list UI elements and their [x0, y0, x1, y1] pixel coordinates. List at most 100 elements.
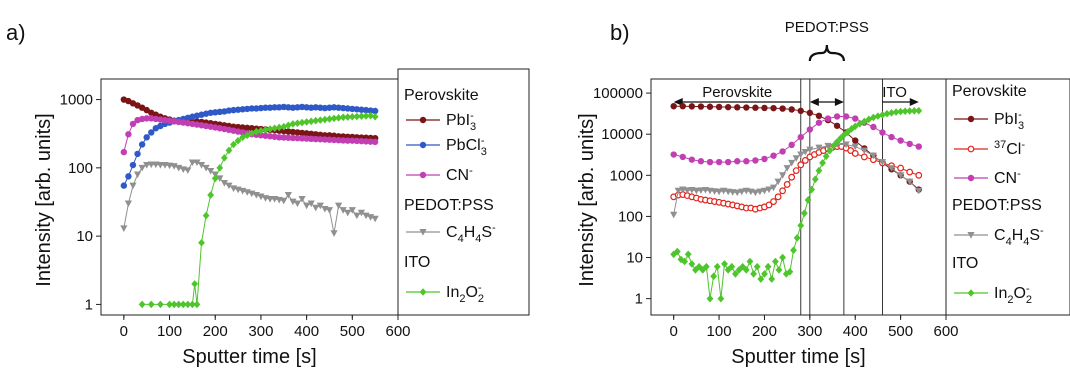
series-In2O2 [670, 106, 923, 303]
data-point [770, 198, 777, 205]
series-CN [670, 113, 922, 166]
data-point [715, 103, 723, 111]
data-point [339, 207, 347, 214]
y-tick-label: 100 [68, 160, 93, 177]
data-point [670, 102, 677, 110]
data-point [724, 103, 732, 111]
legend-marker [419, 141, 427, 149]
data-point [768, 275, 776, 283]
data-point [353, 112, 361, 121]
data-point [840, 130, 848, 139]
legend-group-title: Perovskite [404, 87, 479, 104]
panel-label: a) [6, 20, 26, 45]
data-point [822, 152, 830, 161]
data-point [688, 260, 696, 268]
data-point [371, 107, 379, 115]
data-point [788, 159, 796, 167]
data-point [353, 212, 361, 220]
data-point [833, 138, 841, 146]
data-point [897, 137, 904, 144]
data-point [721, 260, 728, 268]
x-axis-title: Sputter time [s] [731, 346, 866, 368]
data-point [285, 134, 292, 141]
data-point [316, 202, 324, 210]
data-point [371, 215, 379, 223]
data-point [901, 107, 909, 116]
data-point [280, 134, 287, 141]
data-point [764, 262, 772, 271]
data-point [289, 120, 297, 128]
legend-marker [967, 115, 975, 123]
legend-marker [419, 116, 427, 124]
data-point [335, 136, 342, 144]
data-point [344, 113, 352, 121]
y-tick-label: 10000 [601, 126, 643, 143]
data-point [303, 135, 310, 142]
data-point [129, 120, 137, 128]
data-point [321, 115, 329, 124]
data-point [915, 171, 923, 179]
annotation-ito: ITO [882, 84, 907, 101]
data-point [702, 262, 710, 271]
data-point [774, 178, 782, 186]
data-point [728, 262, 736, 271]
data-point [271, 124, 279, 133]
data-point [339, 104, 347, 112]
data-point [276, 134, 283, 141]
legend-marker [967, 174, 975, 182]
arrowhead [809, 98, 819, 106]
data-point [771, 257, 779, 266]
series-PbCl3 [120, 103, 379, 189]
data-point [197, 162, 206, 169]
annotation-brace [808, 44, 845, 62]
data-point [826, 146, 834, 155]
data-point [815, 112, 823, 120]
legend-label: In2O2- [994, 283, 1032, 306]
data-point [234, 123, 242, 131]
legend-label: PbCl3- [446, 135, 487, 158]
y-tick-label: 1000 [60, 92, 93, 109]
data-point [852, 115, 859, 122]
data-point [134, 150, 141, 158]
data-point [339, 113, 347, 122]
data-point [879, 129, 886, 136]
data-point [317, 136, 324, 143]
data-point [312, 204, 320, 212]
data-point [220, 179, 228, 187]
x-tick-label: 500 [888, 323, 913, 340]
data-point [125, 173, 132, 180]
data-point [125, 131, 132, 138]
data-point [833, 113, 841, 120]
legend-group-title: PEDOT:PSS [404, 197, 494, 214]
data-point [679, 102, 686, 110]
data-point [761, 104, 768, 112]
data-point [307, 104, 315, 111]
data-point [851, 150, 859, 157]
x-tick-label: 200 [752, 323, 777, 340]
data-point [801, 157, 809, 164]
data-point [298, 195, 306, 203]
data-point [166, 300, 173, 309]
data-point [788, 106, 795, 113]
x-tick-label: 500 [340, 323, 365, 340]
data-point [792, 155, 800, 162]
data-point [362, 138, 370, 145]
x-tick-label: 600 [385, 323, 410, 340]
data-point [188, 300, 196, 309]
data-point [330, 230, 338, 237]
data-point [266, 104, 274, 111]
data-point [211, 174, 219, 183]
data-point [887, 165, 896, 172]
arrowhead [834, 98, 844, 106]
data-point [761, 270, 768, 278]
y-tick-label: 100 [618, 208, 643, 225]
data-point [220, 154, 228, 162]
data-point [897, 107, 905, 116]
data-point [765, 186, 773, 194]
data-point [717, 294, 725, 303]
data-point [357, 209, 366, 217]
data-point [851, 143, 859, 151]
annotation-pedot: PEDOT:PSS [785, 19, 869, 36]
data-point [815, 119, 823, 126]
data-point [706, 103, 714, 110]
